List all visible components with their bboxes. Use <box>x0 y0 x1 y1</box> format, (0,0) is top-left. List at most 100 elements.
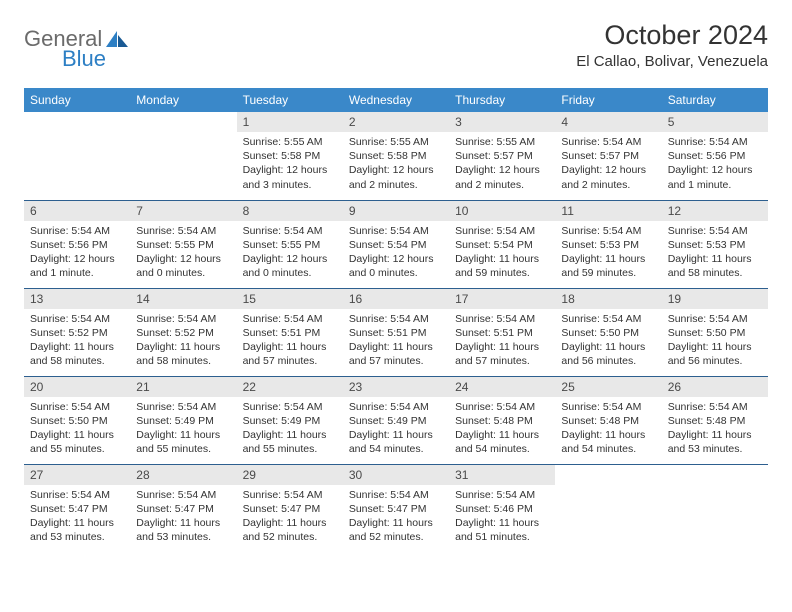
day-number: 15 <box>237 289 343 309</box>
title-block: October 2024 El Callao, Bolivar, Venezue… <box>576 20 768 70</box>
col-wednesday: Wednesday <box>343 88 449 112</box>
day-details: Sunrise: 5:54 AMSunset: 5:55 PMDaylight:… <box>237 221 343 285</box>
day-number: 24 <box>449 377 555 397</box>
day-details: Sunrise: 5:54 AMSunset: 5:47 PMDaylight:… <box>24 485 130 549</box>
col-thursday: Thursday <box>449 88 555 112</box>
day-number: 19 <box>662 289 768 309</box>
day-details: Sunrise: 5:54 AMSunset: 5:51 PMDaylight:… <box>343 309 449 373</box>
calendar-cell: 8Sunrise: 5:54 AMSunset: 5:55 PMDaylight… <box>237 200 343 288</box>
day-details: Sunrise: 5:54 AMSunset: 5:47 PMDaylight:… <box>343 485 449 549</box>
day-number: 17 <box>449 289 555 309</box>
day-number: 10 <box>449 201 555 221</box>
day-number: 31 <box>449 465 555 485</box>
calendar-cell <box>662 464 768 552</box>
day-number: 11 <box>555 201 661 221</box>
calendar-cell: 5Sunrise: 5:54 AMSunset: 5:56 PMDaylight… <box>662 112 768 200</box>
calendar-cell: 25Sunrise: 5:54 AMSunset: 5:48 PMDayligh… <box>555 376 661 464</box>
calendar-week-row: 6Sunrise: 5:54 AMSunset: 5:56 PMDaylight… <box>24 200 768 288</box>
day-number: 23 <box>343 377 449 397</box>
day-number: 6 <box>24 201 130 221</box>
day-details: Sunrise: 5:54 AMSunset: 5:47 PMDaylight:… <box>237 485 343 549</box>
location: El Callao, Bolivar, Venezuela <box>576 53 768 70</box>
calendar-cell: 17Sunrise: 5:54 AMSunset: 5:51 PMDayligh… <box>449 288 555 376</box>
day-details: Sunrise: 5:54 AMSunset: 5:50 PMDaylight:… <box>555 309 661 373</box>
calendar-cell: 21Sunrise: 5:54 AMSunset: 5:49 PMDayligh… <box>130 376 236 464</box>
calendar-week-row: 27Sunrise: 5:54 AMSunset: 5:47 PMDayligh… <box>24 464 768 552</box>
calendar-cell: 3Sunrise: 5:55 AMSunset: 5:57 PMDaylight… <box>449 112 555 200</box>
calendar-cell: 14Sunrise: 5:54 AMSunset: 5:52 PMDayligh… <box>130 288 236 376</box>
calendar-cell: 31Sunrise: 5:54 AMSunset: 5:46 PMDayligh… <box>449 464 555 552</box>
calendar-cell: 6Sunrise: 5:54 AMSunset: 5:56 PMDaylight… <box>24 200 130 288</box>
calendar-cell: 1Sunrise: 5:55 AMSunset: 5:58 PMDaylight… <box>237 112 343 200</box>
calendar-week-row: 20Sunrise: 5:54 AMSunset: 5:50 PMDayligh… <box>24 376 768 464</box>
day-details: Sunrise: 5:54 AMSunset: 5:50 PMDaylight:… <box>662 309 768 373</box>
day-details: Sunrise: 5:54 AMSunset: 5:49 PMDaylight:… <box>343 397 449 461</box>
day-number: 4 <box>555 112 661 132</box>
day-details: Sunrise: 5:54 AMSunset: 5:48 PMDaylight:… <box>555 397 661 461</box>
day-details: Sunrise: 5:54 AMSunset: 5:47 PMDaylight:… <box>130 485 236 549</box>
day-details: Sunrise: 5:54 AMSunset: 5:53 PMDaylight:… <box>555 221 661 285</box>
day-number: 27 <box>24 465 130 485</box>
day-number: 29 <box>237 465 343 485</box>
calendar-cell: 10Sunrise: 5:54 AMSunset: 5:54 PMDayligh… <box>449 200 555 288</box>
header: General October 2024 El Callao, Bolivar,… <box>24 20 768 70</box>
calendar-cell: 29Sunrise: 5:54 AMSunset: 5:47 PMDayligh… <box>237 464 343 552</box>
day-number: 26 <box>662 377 768 397</box>
calendar-cell <box>24 112 130 200</box>
day-number: 16 <box>343 289 449 309</box>
calendar-cell: 28Sunrise: 5:54 AMSunset: 5:47 PMDayligh… <box>130 464 236 552</box>
day-number: 1 <box>237 112 343 132</box>
day-details: Sunrise: 5:54 AMSunset: 5:54 PMDaylight:… <box>343 221 449 285</box>
day-details: Sunrise: 5:54 AMSunset: 5:49 PMDaylight:… <box>130 397 236 461</box>
day-details: Sunrise: 5:54 AMSunset: 5:52 PMDaylight:… <box>130 309 236 373</box>
calendar-header-row: Sunday Monday Tuesday Wednesday Thursday… <box>24 88 768 112</box>
day-number: 2 <box>343 112 449 132</box>
day-number: 5 <box>662 112 768 132</box>
calendar-cell: 22Sunrise: 5:54 AMSunset: 5:49 PMDayligh… <box>237 376 343 464</box>
calendar-cell: 23Sunrise: 5:54 AMSunset: 5:49 PMDayligh… <box>343 376 449 464</box>
calendar-cell: 19Sunrise: 5:54 AMSunset: 5:50 PMDayligh… <box>662 288 768 376</box>
day-details: Sunrise: 5:54 AMSunset: 5:50 PMDaylight:… <box>24 397 130 461</box>
calendar-cell: 2Sunrise: 5:55 AMSunset: 5:58 PMDaylight… <box>343 112 449 200</box>
calendar-cell: 4Sunrise: 5:54 AMSunset: 5:57 PMDaylight… <box>555 112 661 200</box>
day-details: Sunrise: 5:54 AMSunset: 5:56 PMDaylight:… <box>662 132 768 196</box>
day-details: Sunrise: 5:54 AMSunset: 5:57 PMDaylight:… <box>555 132 661 196</box>
day-number: 30 <box>343 465 449 485</box>
day-number: 8 <box>237 201 343 221</box>
calendar-cell: 7Sunrise: 5:54 AMSunset: 5:55 PMDaylight… <box>130 200 236 288</box>
day-number: 12 <box>662 201 768 221</box>
calendar-cell: 9Sunrise: 5:54 AMSunset: 5:54 PMDaylight… <box>343 200 449 288</box>
day-number: 22 <box>237 377 343 397</box>
logo-sail-icon <box>104 29 130 49</box>
month-title: October 2024 <box>576 20 768 51</box>
day-details: Sunrise: 5:54 AMSunset: 5:51 PMDaylight:… <box>449 309 555 373</box>
calendar-cell: 26Sunrise: 5:54 AMSunset: 5:48 PMDayligh… <box>662 376 768 464</box>
calendar-cell <box>555 464 661 552</box>
calendar-cell: 18Sunrise: 5:54 AMSunset: 5:50 PMDayligh… <box>555 288 661 376</box>
col-saturday: Saturday <box>662 88 768 112</box>
col-tuesday: Tuesday <box>237 88 343 112</box>
day-details: Sunrise: 5:54 AMSunset: 5:53 PMDaylight:… <box>662 221 768 285</box>
calendar-cell: 20Sunrise: 5:54 AMSunset: 5:50 PMDayligh… <box>24 376 130 464</box>
calendar-cell: 16Sunrise: 5:54 AMSunset: 5:51 PMDayligh… <box>343 288 449 376</box>
day-details: Sunrise: 5:54 AMSunset: 5:54 PMDaylight:… <box>449 221 555 285</box>
day-number: 14 <box>130 289 236 309</box>
day-details: Sunrise: 5:55 AMSunset: 5:58 PMDaylight:… <box>343 132 449 196</box>
col-monday: Monday <box>130 88 236 112</box>
calendar-cell: 15Sunrise: 5:54 AMSunset: 5:51 PMDayligh… <box>237 288 343 376</box>
col-friday: Friday <box>555 88 661 112</box>
day-number: 13 <box>24 289 130 309</box>
day-details: Sunrise: 5:55 AMSunset: 5:57 PMDaylight:… <box>449 132 555 196</box>
calendar-cell: 11Sunrise: 5:54 AMSunset: 5:53 PMDayligh… <box>555 200 661 288</box>
day-number: 28 <box>130 465 236 485</box>
day-details: Sunrise: 5:55 AMSunset: 5:58 PMDaylight:… <box>237 132 343 196</box>
calendar-week-row: 13Sunrise: 5:54 AMSunset: 5:52 PMDayligh… <box>24 288 768 376</box>
day-details: Sunrise: 5:54 AMSunset: 5:49 PMDaylight:… <box>237 397 343 461</box>
calendar-cell: 12Sunrise: 5:54 AMSunset: 5:53 PMDayligh… <box>662 200 768 288</box>
calendar-cell: 30Sunrise: 5:54 AMSunset: 5:47 PMDayligh… <box>343 464 449 552</box>
day-details: Sunrise: 5:54 AMSunset: 5:48 PMDaylight:… <box>662 397 768 461</box>
day-details: Sunrise: 5:54 AMSunset: 5:46 PMDaylight:… <box>449 485 555 549</box>
day-number: 20 <box>24 377 130 397</box>
calendar-week-row: 1Sunrise: 5:55 AMSunset: 5:58 PMDaylight… <box>24 112 768 200</box>
calendar-cell <box>130 112 236 200</box>
